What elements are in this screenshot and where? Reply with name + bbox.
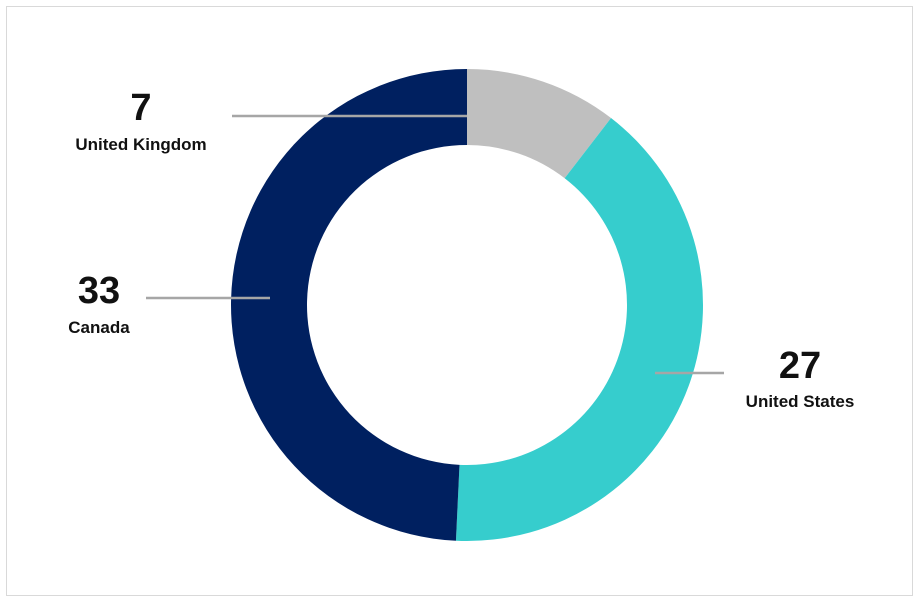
category-label-canada: Canada	[68, 318, 130, 337]
label-united-kingdom: 7 United Kingdom	[75, 87, 206, 154]
value-label-united-kingdom: 7	[130, 87, 151, 129]
value-label-united-states: 27	[779, 345, 821, 387]
category-label-united-kingdom: United Kingdom	[75, 135, 206, 154]
label-canada: 33 Canada	[68, 270, 130, 337]
leader-lines	[146, 114, 724, 375]
slice-united-states	[455, 118, 703, 542]
label-united-states: 27 United States	[746, 345, 855, 411]
slice-united-kingdom	[467, 69, 612, 179]
slice-canada	[231, 69, 467, 541]
category-label-united-states: United States	[746, 392, 855, 411]
value-label-canada: 33	[78, 270, 120, 312]
donut-slices	[231, 69, 703, 542]
